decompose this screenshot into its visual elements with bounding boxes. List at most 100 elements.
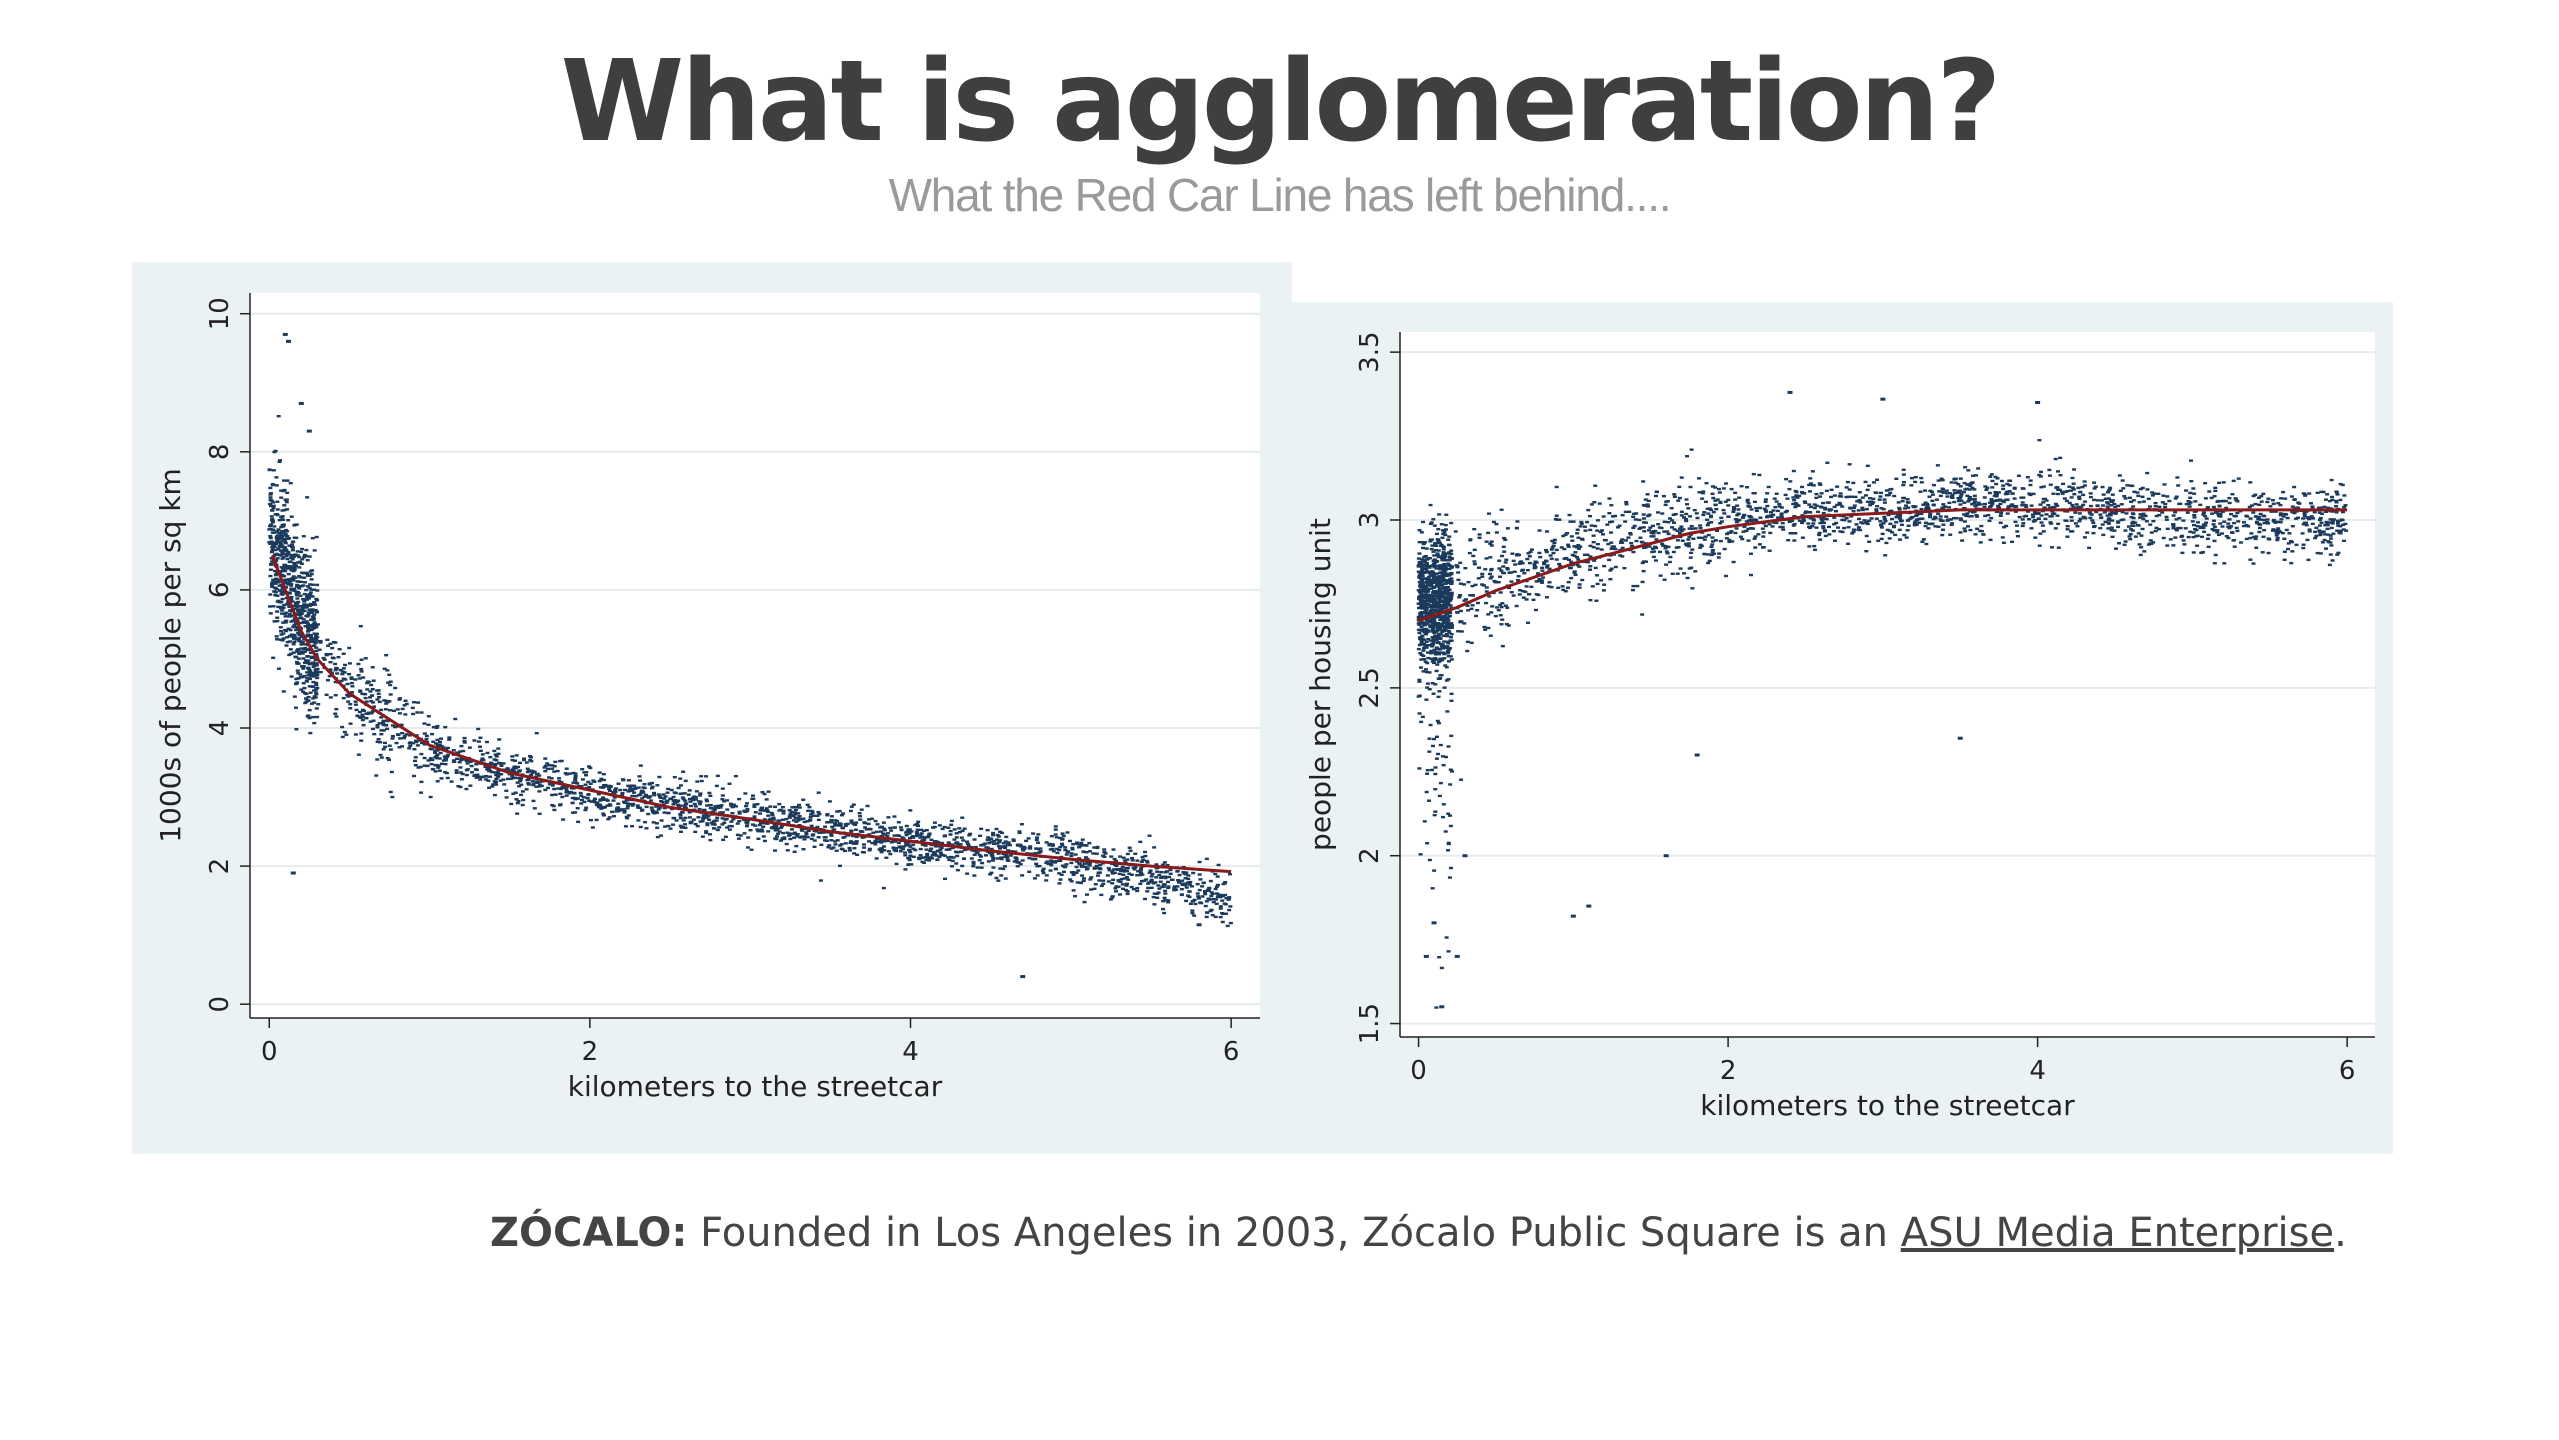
data-point (1733, 491, 1738, 495)
data-point (1484, 540, 1489, 543)
data-point (1499, 605, 1504, 609)
data-point (1954, 517, 1959, 520)
data-point (311, 697, 316, 700)
data-point (311, 680, 316, 684)
data-point (1503, 604, 1508, 607)
data-point (980, 861, 985, 865)
data-point (286, 627, 291, 630)
data-point (762, 822, 767, 825)
data-point (897, 845, 902, 848)
data-point (713, 805, 718, 808)
data-point (1993, 475, 1998, 479)
data-point (302, 600, 307, 603)
data-point (649, 787, 654, 790)
data-point (2107, 497, 2112, 500)
data-point (2195, 534, 2200, 538)
data-point (1074, 865, 1079, 869)
data-point (2335, 529, 2340, 532)
data-point (1124, 875, 1129, 879)
data-point (1227, 908, 1232, 912)
data-point (1731, 510, 1736, 514)
data-point (2019, 496, 2024, 499)
data-point (792, 850, 797, 853)
data-point (1082, 900, 1087, 904)
data-point (1065, 850, 1070, 854)
data-point (274, 638, 279, 641)
data-point (369, 699, 374, 703)
data-point (270, 509, 275, 512)
data-point (281, 552, 286, 556)
data-point (1004, 835, 1009, 839)
data-point (1220, 893, 1225, 897)
data-point (1436, 549, 1441, 552)
data-point (1500, 644, 1505, 648)
data-point (543, 788, 548, 792)
data-point (580, 768, 585, 771)
data-point (2343, 522, 2348, 526)
data-point (552, 765, 557, 768)
data-point (1994, 495, 1999, 498)
data-point (295, 550, 300, 553)
data-point (1446, 538, 1451, 541)
data-point (528, 769, 533, 773)
data-point (402, 704, 407, 707)
data-point (1792, 532, 1797, 535)
data-point (2088, 516, 2093, 520)
data-point (918, 833, 923, 837)
data-point (2235, 500, 2240, 503)
data-point (752, 803, 757, 806)
data-point (553, 760, 558, 764)
data-point (882, 829, 887, 832)
data-point (564, 767, 569, 770)
data-point (745, 846, 750, 849)
data-point (283, 498, 288, 501)
data-point (989, 871, 994, 875)
data-point (714, 784, 719, 788)
data-point (271, 544, 276, 547)
data-point (552, 787, 557, 791)
data-point (1689, 448, 1694, 451)
data-point (1070, 848, 1075, 851)
data-point (353, 678, 358, 681)
data-point (294, 594, 299, 597)
data-point (691, 818, 696, 821)
data-point (769, 826, 774, 830)
scatter-points (267, 332, 1233, 979)
data-point (1448, 599, 1453, 602)
data-point (2171, 544, 2176, 547)
data-point (2088, 495, 2093, 499)
data-point (792, 805, 797, 809)
data-point (1438, 657, 1443, 660)
data-point (843, 823, 848, 826)
data-point (2153, 504, 2158, 508)
data-point (1947, 506, 1952, 509)
data-point (1719, 520, 1724, 523)
data-point (547, 783, 552, 786)
data-point (825, 821, 830, 824)
data-point (721, 838, 726, 841)
data-point (582, 800, 587, 804)
data-point (2319, 521, 2324, 524)
data-point (704, 816, 709, 819)
data-point (1860, 522, 1865, 525)
data-point (926, 834, 931, 838)
data-point (1441, 803, 1446, 806)
data-point (744, 802, 749, 805)
data-point (1794, 503, 1799, 506)
data-point (805, 820, 810, 823)
data-point (994, 876, 999, 880)
data-point (340, 670, 345, 673)
data-point (1429, 600, 1434, 604)
data-point (838, 824, 843, 827)
data-point (878, 830, 883, 833)
data-point (983, 854, 988, 857)
data-point (573, 774, 578, 778)
data-point (1578, 545, 1583, 548)
data-point (868, 828, 873, 831)
data-point (553, 793, 558, 796)
data-point (1571, 520, 1576, 523)
data-point (1597, 502, 1602, 505)
data-point (2232, 514, 2237, 518)
data-point (282, 488, 287, 492)
data-point (1832, 494, 1837, 497)
